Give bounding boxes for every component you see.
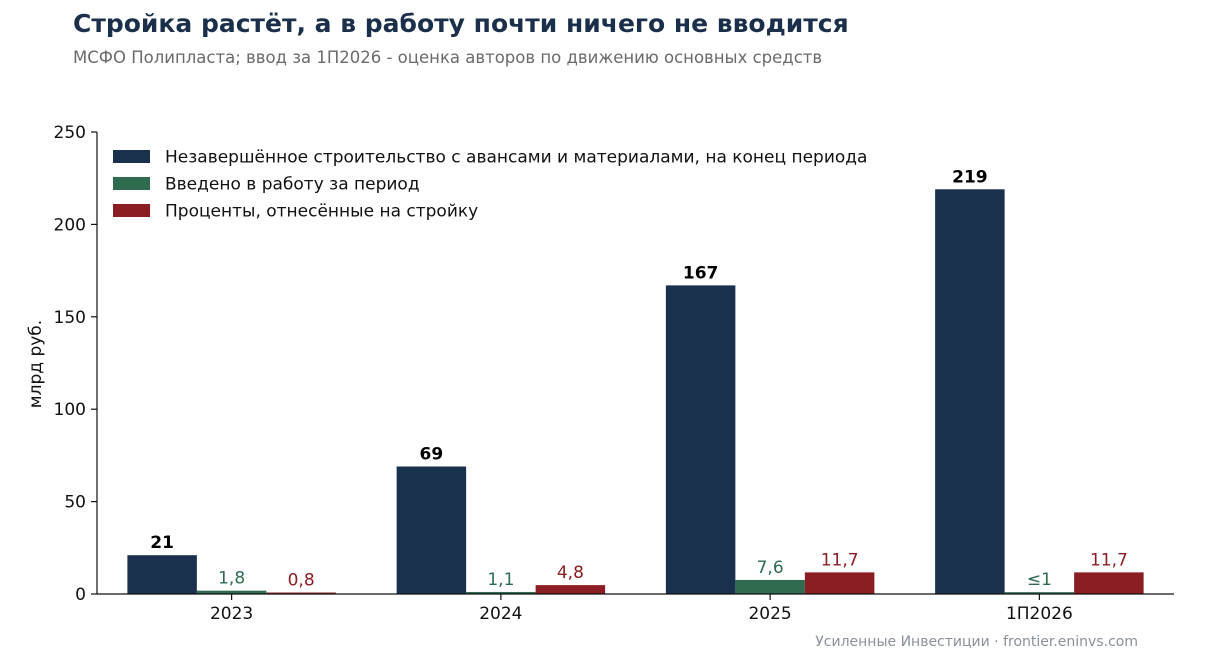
value-label-s2-2025: 11,7 [821,550,859,570]
y-tick-label-50: 50 [64,493,86,513]
chart-subtitle: МСФО Полипласта; ввод за 1П2026 - оценка… [73,48,823,67]
y-tick-label-100: 100 [54,400,86,420]
value-label-s0-1П2026: 219 [952,167,988,187]
bar-s1-1П2026 [1004,592,1075,594]
value-label-s0-2023: 21 [150,533,174,553]
bar-s1-2024 [466,591,536,594]
value-label-s1-2024: 1,1 [487,570,514,590]
x-tick-label-1П2026: 1П2026 [1006,604,1073,624]
bar-s2-1П2026 [1074,572,1144,594]
value-label-s2-1П2026: 11,7 [1090,550,1128,570]
legend-label-2: Проценты, отнесённые на стройку [165,202,478,222]
y-tick-label-150: 150 [54,308,86,328]
value-label-s0-2024: 69 [420,444,444,464]
legend-swatch-2 [113,204,150,217]
y-tick-label-200: 200 [54,215,86,235]
legend-label-1: Введено в работу за период [165,175,420,195]
value-labels-layer: 21 69 167 219 1,8 1,1 7,6 ≤1 0,8 4,8 11,7 11,7 [150,167,1128,590]
chart-title: Стройка растёт, а в работу почти ничего … [73,9,849,38]
bar-s2-2023 [266,592,336,594]
y-tick-label-250: 250 [54,123,86,143]
legend-swatch-1 [113,177,150,190]
value-label-s1-2023: 1,8 [218,569,245,589]
value-label-s1-1П2026: ≤1 [1027,570,1052,590]
value-label-s2-2023: 0,8 [288,571,315,591]
bar-s0-1П2026 [935,189,1005,594]
source-credit: Усиленные Инвестиции · frontier.eninvs.c… [815,634,1138,650]
legend-swatch-0 [113,150,150,163]
bar-s1-2023 [196,590,267,594]
value-label-s1-2025: 7,6 [757,558,784,578]
bar-s2-2025 [804,572,875,594]
value-label-s2-2024: 4,8 [557,563,584,583]
bars-layer [127,189,1144,594]
legend-label-0: Незавершённое строительство с авансами и… [165,148,867,168]
x-tick-label-2025: 2025 [748,604,791,624]
bar-s2-2024 [535,585,606,594]
bar-s0-2025 [665,285,736,594]
axes-layer: 0 50 100 150 200 250 2023 2024 2025 1П2026 [54,123,1174,624]
bar-s0-2023 [127,555,197,594]
y-axis-label: млрд руб. [26,320,46,408]
value-label-s0-2025: 167 [683,263,719,283]
y-tick-label-0: 0 [75,585,86,605]
x-tick-label-2023: 2023 [210,604,253,624]
bar-s1-2025 [735,579,805,594]
bar-s0-2024 [396,466,467,594]
x-tick-label-2024: 2024 [479,604,522,624]
legend: Незавершённое строительство с авансами и… [113,148,867,222]
